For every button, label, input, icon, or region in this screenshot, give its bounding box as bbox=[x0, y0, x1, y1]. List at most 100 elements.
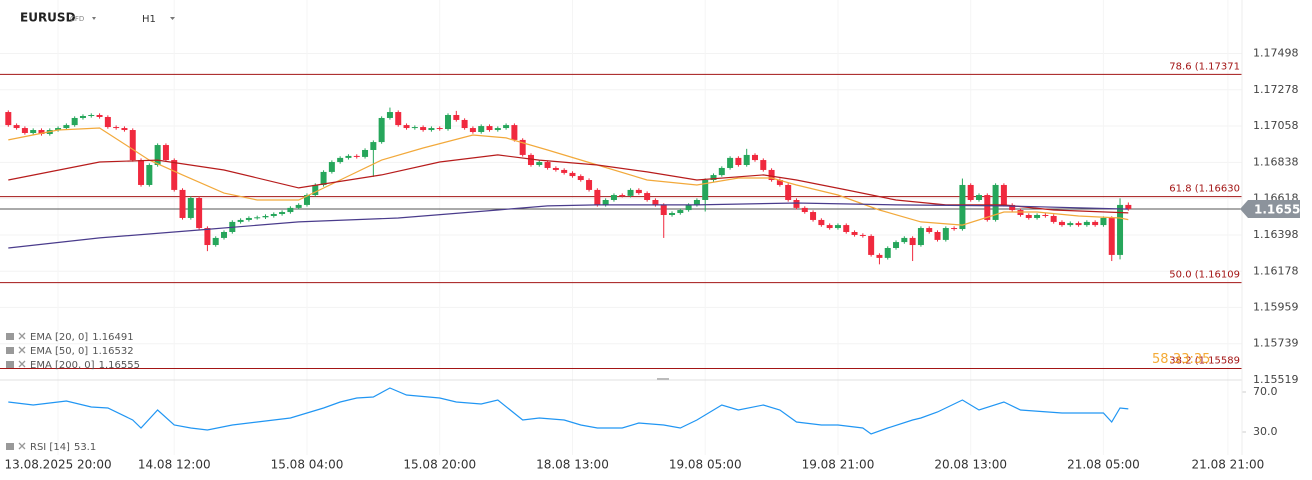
legend-entry: EMA [50, 0] 1.16532 bbox=[30, 346, 134, 357]
candle-body bbox=[469, 128, 476, 133]
candle-body bbox=[113, 127, 120, 129]
legend-close-icon[interactable] bbox=[18, 442, 26, 450]
candle-body bbox=[926, 228, 933, 232]
candle-body bbox=[287, 207, 294, 213]
candle-body bbox=[1075, 223, 1082, 226]
fib-level-label: 50.0 (1.16109 bbox=[1169, 270, 1240, 281]
candle-body bbox=[561, 169, 568, 173]
y-tick-label: 1.17058 bbox=[1253, 119, 1299, 132]
candle-body bbox=[245, 217, 252, 220]
legend-name: EMA [20, 0] bbox=[30, 332, 88, 343]
candle-body bbox=[453, 115, 460, 120]
candle-body bbox=[942, 228, 949, 240]
candle-body bbox=[254, 217, 261, 219]
candle-body bbox=[21, 128, 28, 133]
candle-body bbox=[536, 162, 543, 166]
candle-body bbox=[1042, 214, 1049, 216]
candle-body bbox=[104, 116, 111, 128]
legend-menu-icon[interactable] bbox=[6, 347, 14, 354]
candle-body bbox=[760, 160, 767, 170]
candle-body bbox=[801, 207, 808, 213]
x-tick-label: 21.08 21:00 bbox=[1192, 458, 1265, 472]
y-tick-label: 1.15959 bbox=[1253, 300, 1299, 313]
candle-body bbox=[727, 157, 734, 168]
candle-body bbox=[776, 180, 783, 185]
x-tick-label: 13.08.2025 20:00 bbox=[5, 458, 112, 472]
candle-body bbox=[88, 115, 95, 117]
candle-body bbox=[702, 180, 709, 200]
candle-body bbox=[652, 199, 659, 205]
candle-body bbox=[594, 189, 601, 205]
candle-body bbox=[768, 169, 775, 181]
legend-value: 1.16491 bbox=[92, 332, 133, 343]
legend-menu-icon[interactable] bbox=[6, 333, 14, 340]
rsi-line bbox=[8, 387, 1129, 435]
legend-entry: EMA [20, 0] 1.16491 bbox=[30, 332, 134, 343]
legend-close-icon[interactable] bbox=[18, 346, 26, 354]
candle-body bbox=[403, 125, 410, 129]
legend-close-icon[interactable] bbox=[18, 332, 26, 340]
timeframe[interactable]: H1 bbox=[142, 14, 156, 25]
candle-body bbox=[876, 254, 883, 258]
candle-body bbox=[179, 189, 186, 218]
candle-body bbox=[527, 154, 534, 166]
candle-body bbox=[138, 160, 145, 185]
candle-body bbox=[834, 225, 841, 229]
legend-close-icon[interactable] bbox=[18, 360, 26, 368]
candle-body bbox=[162, 145, 169, 161]
candle-body bbox=[237, 219, 244, 222]
candle-body bbox=[627, 189, 634, 196]
plot bbox=[0, 73, 1242, 435]
candle-body bbox=[743, 154, 750, 166]
candle-body bbox=[909, 237, 916, 246]
legend-value: 53.1 bbox=[74, 442, 96, 453]
candle-body bbox=[270, 214, 277, 216]
current-price-tag bbox=[1240, 200, 1300, 219]
candle-body bbox=[353, 155, 360, 157]
candle-body bbox=[868, 235, 875, 255]
candle-body bbox=[1034, 214, 1041, 218]
x-tick-label: 15.08 20:00 bbox=[403, 458, 476, 472]
x-tick-label: 14.08 12:00 bbox=[138, 458, 211, 472]
candle-body bbox=[79, 115, 86, 118]
ema-line bbox=[8, 202, 1129, 249]
dropdown-arrow[interactable] bbox=[92, 17, 96, 20]
symbol[interactable]: EURUSD bbox=[20, 11, 76, 25]
x-tick-label: 19.08 05:00 bbox=[669, 458, 742, 472]
x-tick-label: 20.08 13:00 bbox=[934, 458, 1007, 472]
candle-body bbox=[38, 130, 45, 134]
candle-body bbox=[544, 162, 551, 168]
candle-body bbox=[71, 117, 78, 126]
candle-body bbox=[511, 125, 518, 140]
y-tick-label: 70.0 bbox=[1253, 385, 1278, 398]
candle-body bbox=[1083, 221, 1090, 226]
labels: 1.174981.172781.170581.168381.166181.163… bbox=[5, 46, 1309, 471]
candle-body bbox=[63, 125, 70, 129]
legend-menu-icon[interactable] bbox=[6, 361, 14, 368]
candle-body bbox=[635, 189, 642, 194]
fib-level-label: 78.6 (1.17371 bbox=[1169, 61, 1240, 72]
dropdown-arrow[interactable] bbox=[170, 17, 175, 20]
candle-body bbox=[644, 193, 651, 200]
candle-body bbox=[793, 199, 800, 208]
candle-body bbox=[411, 127, 418, 129]
x-tick-label: 18.08 13:00 bbox=[536, 458, 609, 472]
candle-body bbox=[1108, 217, 1115, 255]
candle-body bbox=[586, 180, 593, 190]
candle-body bbox=[312, 184, 319, 196]
candle-body bbox=[619, 195, 626, 197]
candle-body bbox=[818, 219, 825, 226]
candle-body bbox=[917, 228, 924, 246]
legend-menu-icon[interactable] bbox=[6, 443, 14, 450]
x-tick-label: 15.08 04:00 bbox=[271, 458, 344, 472]
candle-body bbox=[710, 175, 717, 181]
candle-body bbox=[1009, 204, 1016, 211]
countdown: 58:33:35 bbox=[1152, 352, 1210, 367]
legend-value: 1.16532 bbox=[92, 346, 133, 357]
candle-body bbox=[503, 125, 510, 129]
candle-body bbox=[378, 117, 385, 143]
candle-body bbox=[569, 172, 576, 177]
legend-name: RSI [14] bbox=[30, 442, 70, 453]
pane-handle[interactable] bbox=[657, 378, 669, 380]
